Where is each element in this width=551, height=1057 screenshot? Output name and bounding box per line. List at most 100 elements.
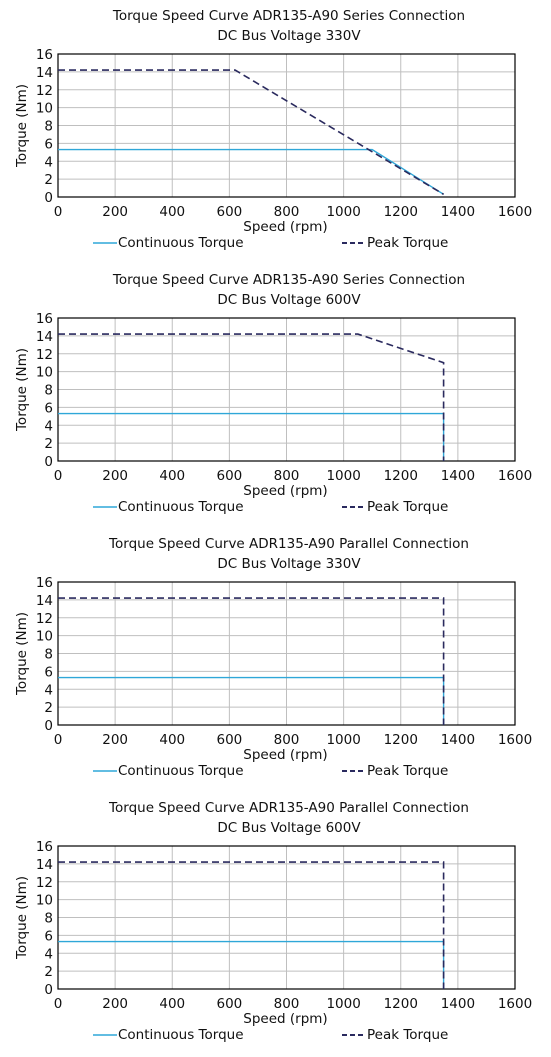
x-tick-label: 200 — [102, 468, 128, 484]
y-tick-label: 10 — [36, 893, 53, 909]
series-line-peak-torque — [58, 862, 444, 989]
x-tick-label: 400 — [159, 204, 185, 220]
y-tick-label: 14 — [36, 65, 53, 81]
x-tick-label: 400 — [159, 468, 185, 484]
series-line-peak-torque — [58, 598, 444, 725]
legend-label-continuous-torque: Continuous Torque — [118, 235, 244, 251]
x-tick-label: 600 — [216, 732, 242, 748]
y-tick-label: 12 — [36, 347, 53, 363]
x-tick-label: 1600 — [498, 204, 532, 220]
x-axis-label: Speed (rpm) — [243, 219, 327, 235]
chart-title-line-1: Torque Speed Curve ADR135-A90 Parallel C… — [108, 800, 469, 816]
chart-title-line-2: DC Bus Voltage 330V — [217, 28, 361, 44]
x-tick-label: 1400 — [441, 732, 475, 748]
series-line-continuous-torque — [58, 414, 444, 461]
x-tick-label: 0 — [54, 204, 63, 220]
x-tick-label: 600 — [216, 996, 242, 1012]
torque-speed-chart-parallel-600v: Torque Speed Curve ADR135-A90 Parallel C… — [0, 792, 551, 1056]
x-axis-label: Speed (rpm) — [243, 1011, 327, 1027]
legend-label-continuous-torque: Continuous Torque — [118, 1027, 244, 1043]
legend-label-continuous-torque: Continuous Torque — [118, 499, 244, 515]
y-tick-label: 4 — [44, 946, 53, 962]
x-tick-label: 1600 — [498, 996, 532, 1012]
x-tick-label: 1200 — [384, 996, 418, 1012]
chart-title-line-1: Torque Speed Curve ADR135-A90 Series Con… — [112, 272, 465, 288]
x-tick-label: 1400 — [441, 996, 475, 1012]
y-tick-label: 0 — [44, 454, 53, 470]
x-axis-label: Speed (rpm) — [243, 747, 327, 763]
y-axis-label: Torque (Nm) — [14, 348, 30, 432]
chart-svg: Torque Speed Curve ADR135-A90 Series Con… — [0, 264, 551, 528]
x-tick-label: 1200 — [384, 732, 418, 748]
series-line-continuous-torque — [58, 150, 444, 195]
y-tick-label: 4 — [44, 154, 53, 170]
y-tick-label: 8 — [44, 119, 53, 135]
y-tick-label: 16 — [36, 575, 53, 591]
x-tick-label: 1200 — [384, 204, 418, 220]
legend-label-peak-torque: Peak Torque — [367, 235, 448, 251]
x-tick-label: 0 — [54, 996, 63, 1012]
series-line-peak-torque — [58, 334, 444, 461]
y-tick-label: 10 — [36, 101, 53, 117]
y-tick-label: 16 — [36, 311, 53, 327]
x-tick-label: 200 — [102, 204, 128, 220]
y-tick-label: 2 — [44, 436, 53, 452]
x-tick-label: 800 — [274, 996, 300, 1012]
x-tick-label: 1400 — [441, 204, 475, 220]
torque-speed-chart-series-600v: Torque Speed Curve ADR135-A90 Series Con… — [0, 264, 551, 528]
y-tick-label: 10 — [36, 365, 53, 381]
chart-svg: Torque Speed Curve ADR135-A90 Parallel C… — [0, 528, 551, 792]
x-tick-label: 0 — [54, 468, 63, 484]
y-axis-label: Torque (Nm) — [14, 612, 30, 696]
y-tick-label: 6 — [44, 664, 53, 680]
chart-title-line-1: Torque Speed Curve ADR135-A90 Series Con… — [112, 8, 465, 24]
y-tick-label: 12 — [36, 875, 53, 891]
y-tick-label: 16 — [36, 47, 53, 63]
y-tick-label: 4 — [44, 682, 53, 698]
chart-title-line-2: DC Bus Voltage 600V — [217, 820, 361, 836]
legend-label-continuous-torque: Continuous Torque — [118, 763, 244, 779]
y-tick-label: 6 — [44, 136, 53, 152]
torque-speed-chart-series-330v: Torque Speed Curve ADR135-A90 Series Con… — [0, 0, 551, 264]
legend-label-peak-torque: Peak Torque — [367, 499, 448, 515]
x-tick-label: 1000 — [326, 996, 360, 1012]
legend-label-peak-torque: Peak Torque — [367, 763, 448, 779]
series-line-continuous-torque — [58, 942, 444, 989]
x-tick-label: 400 — [159, 996, 185, 1012]
x-tick-label: 1600 — [498, 468, 532, 484]
y-tick-label: 14 — [36, 329, 53, 345]
y-tick-label: 8 — [44, 383, 53, 399]
y-tick-label: 14 — [36, 593, 53, 609]
y-tick-label: 2 — [44, 172, 53, 188]
y-axis-label: Torque (Nm) — [14, 876, 30, 960]
x-tick-label: 1200 — [384, 468, 418, 484]
y-tick-label: 8 — [44, 647, 53, 663]
y-tick-label: 16 — [36, 839, 53, 855]
torque-speed-chart-parallel-330v: Torque Speed Curve ADR135-A90 Parallel C… — [0, 528, 551, 792]
x-tick-label: 800 — [274, 732, 300, 748]
series-line-continuous-torque — [58, 678, 444, 725]
x-tick-label: 1600 — [498, 732, 532, 748]
y-tick-label: 12 — [36, 83, 53, 99]
x-tick-label: 1000 — [326, 732, 360, 748]
y-tick-label: 2 — [44, 700, 53, 716]
chart-title-line-2: DC Bus Voltage 600V — [217, 292, 361, 308]
x-tick-label: 0 — [54, 732, 63, 748]
y-tick-label: 10 — [36, 629, 53, 645]
x-tick-label: 200 — [102, 732, 128, 748]
y-tick-label: 6 — [44, 400, 53, 416]
y-axis-label: Torque (Nm) — [14, 84, 30, 168]
y-tick-label: 0 — [44, 190, 53, 206]
y-tick-label: 14 — [36, 857, 53, 873]
y-tick-label: 8 — [44, 911, 53, 927]
y-tick-label: 0 — [44, 718, 53, 734]
x-tick-label: 1400 — [441, 468, 475, 484]
x-tick-label: 1000 — [326, 204, 360, 220]
x-tick-label: 600 — [216, 468, 242, 484]
chart-title-line-1: Torque Speed Curve ADR135-A90 Parallel C… — [108, 536, 469, 552]
y-tick-label: 12 — [36, 611, 53, 627]
x-tick-label: 800 — [274, 468, 300, 484]
x-tick-label: 800 — [274, 204, 300, 220]
x-axis-label: Speed (rpm) — [243, 483, 327, 499]
y-tick-label: 4 — [44, 418, 53, 434]
